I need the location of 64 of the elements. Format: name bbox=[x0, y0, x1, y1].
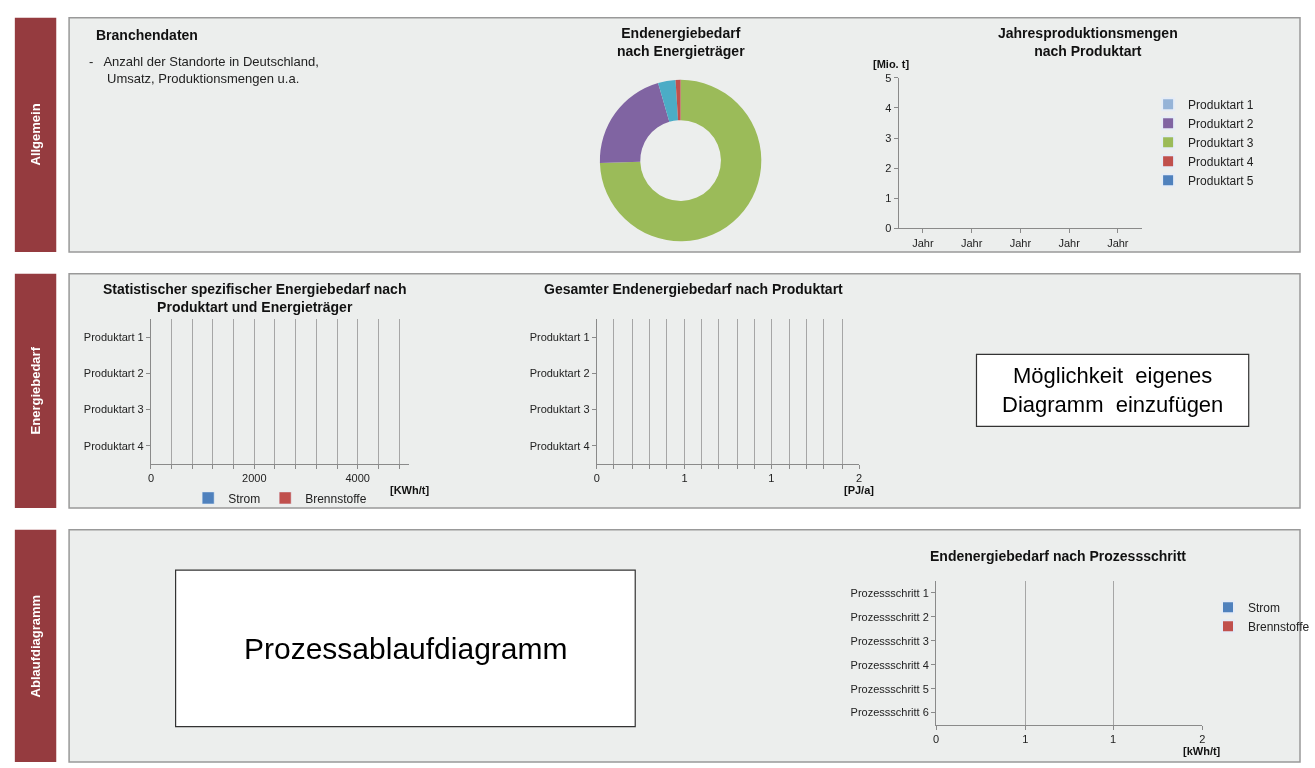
x-tick-label: 2000 bbox=[242, 471, 267, 484]
legend-label: Produktart 3 bbox=[1188, 135, 1254, 150]
donut-slice bbox=[599, 83, 670, 164]
x-axis-title: [PJ/a] bbox=[844, 484, 875, 496]
chart-title: Gesamter Endenergiebedarf nach Produktart bbox=[544, 281, 844, 297]
y-tick-label: 1 bbox=[885, 192, 892, 205]
y-tick-label: Prozessschritt 5 bbox=[850, 682, 929, 695]
legend-label: Produktart 4 bbox=[1188, 154, 1254, 169]
x-tick-label: 0 bbox=[147, 471, 155, 484]
y-tick-label: 5 bbox=[885, 71, 892, 84]
y-axis-title: [Mio. t] bbox=[873, 58, 910, 70]
chart-title: Endenergiebedarf nach Prozessschritt bbox=[930, 548, 1187, 564]
y-tick-label: Prozessschritt 3 bbox=[850, 634, 929, 647]
x-tick-label: 0 bbox=[593, 471, 600, 484]
x-tick-label: Jahr bbox=[1058, 236, 1081, 249]
x-tick-label: 1 bbox=[1110, 732, 1117, 745]
y-tick-label: Produktart 3 bbox=[83, 403, 144, 416]
x-tick-label: 0 bbox=[932, 732, 940, 745]
text: Branchendaten bbox=[96, 27, 198, 43]
chart-title: Statistischer spezifischer Energiebedarf nach Produktart und Energieträger bbox=[103, 281, 407, 316]
text: Allgemein bbox=[27, 103, 43, 166]
x-axis-title: [KWh/t] bbox=[390, 484, 430, 496]
x-tick-label: Jahr bbox=[912, 236, 934, 249]
legend-label: Produktart 5 bbox=[1188, 173, 1254, 188]
y-tick-label: 2 bbox=[885, 162, 892, 175]
legend-label: Brennstoffe bbox=[1248, 619, 1310, 634]
chart-title: Jahresproduktionsmengen nach Produktart bbox=[998, 25, 1178, 60]
legend-label: Strom bbox=[1248, 600, 1281, 615]
y-tick-label: Produktart 2 bbox=[83, 367, 144, 380]
legend-label: Brennstoffe bbox=[305, 491, 367, 506]
donut-slice bbox=[675, 79, 681, 121]
x-tick-label: 2 bbox=[1199, 732, 1206, 745]
legend-label: Produktart 1 bbox=[1188, 97, 1254, 112]
x-tick-label: Jahr bbox=[960, 236, 983, 249]
y-tick-label: 4 bbox=[885, 101, 892, 114]
donut-slice bbox=[658, 79, 679, 122]
y-tick-label: Prozessschritt 2 bbox=[850, 610, 929, 623]
y-tick-label: Produktart 3 bbox=[529, 403, 590, 416]
text: Prozessablaufdiagramm bbox=[244, 632, 568, 665]
x-tick-label: 1 bbox=[1022, 732, 1029, 745]
text: Möglichkeit eigenes Diagramm einzufügen bbox=[1002, 363, 1224, 417]
x-tick-label: 1 bbox=[768, 471, 775, 484]
y-tick-label: Produktart 1 bbox=[529, 330, 590, 343]
y-tick-label: Prozessschritt 1 bbox=[850, 586, 929, 599]
chart-title: Endenergiebedarf nach Energieträger bbox=[617, 25, 746, 60]
x-axis-title: [kWh/t] bbox=[1183, 745, 1221, 757]
y-tick-label: Produktart 1 bbox=[83, 330, 144, 343]
y-tick-label: 3 bbox=[885, 131, 892, 144]
y-tick-label: Prozessschritt 4 bbox=[850, 658, 929, 671]
y-tick-label: Prozessschritt 6 bbox=[850, 706, 929, 719]
legend-label: Strom bbox=[228, 491, 261, 506]
y-tick-label: 0 bbox=[885, 222, 892, 235]
y-tick-label: Produktart 2 bbox=[529, 367, 590, 380]
y-tick-label: Produktart 4 bbox=[83, 439, 144, 452]
text: Ablaufdiagramm bbox=[27, 594, 43, 698]
x-tick-label: Jahr bbox=[1009, 236, 1032, 249]
text: Energiebedarf bbox=[27, 346, 43, 435]
text: - Anzahl der Standorte in Deutschland, Umsatz, Produktionsmengen u.a. bbox=[89, 54, 319, 86]
donut-slice bbox=[599, 79, 762, 242]
x-tick-label: Jahr bbox=[1107, 236, 1129, 249]
legend-label: Produktart 2 bbox=[1188, 116, 1254, 131]
x-tick-label: 4000 bbox=[345, 471, 370, 484]
y-tick-label: Produktart 4 bbox=[529, 439, 590, 452]
x-tick-label: 1 bbox=[681, 471, 688, 484]
